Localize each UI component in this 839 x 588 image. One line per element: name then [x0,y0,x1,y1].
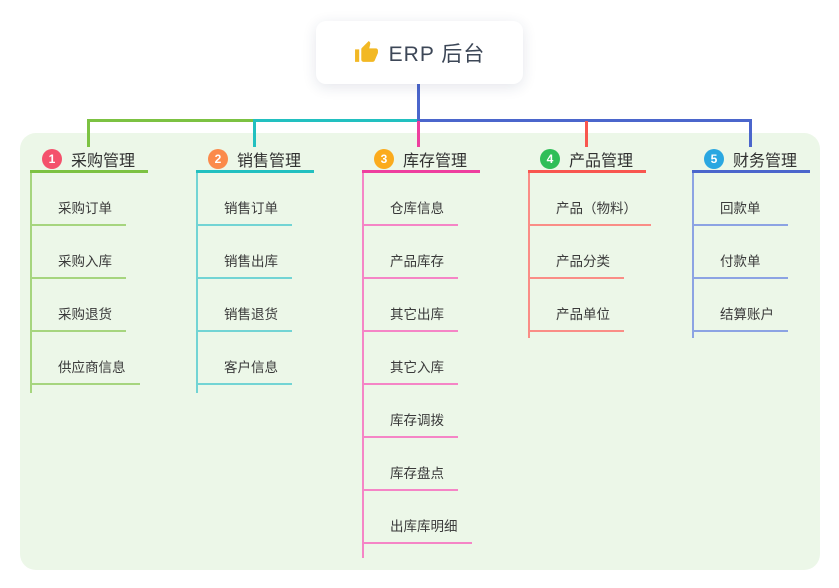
branch-inventory: 3 库存管理 仓库信息 产品库存 其它出库 其它入库 库存调拨 库存盘点 出库库… [362,147,480,558]
child-node[interactable]: 结算账户 [692,279,788,332]
child-node[interactable]: 出库库明细 [362,491,472,544]
children-connector-line [692,173,694,338]
child-node[interactable]: 供应商信息 [30,332,140,385]
branch-number-badge: 2 [208,148,228,169]
branch-drop-line [749,121,752,147]
branch-node-label: 销售管理 [237,152,302,170]
branch-drop-line [87,121,90,147]
child-node[interactable]: 销售出库 [196,226,292,279]
canvas-panel [20,133,820,570]
branch-product: 4 产品管理 产品（物料） 产品分类 产品单位 [528,147,651,338]
child-node[interactable]: 库存盘点 [362,438,458,491]
child-node[interactable]: 回款单 [692,173,788,226]
branch-node[interactable]: 1 采购管理 [30,147,148,173]
branch-drop-line [417,121,420,147]
branch-node[interactable]: 3 库存管理 [362,147,480,173]
child-node[interactable]: 其它出库 [362,279,458,332]
branch-node[interactable]: 2 销售管理 [196,147,314,173]
branch-purchase: 1 采购管理 采购订单 采购入库 采购退货 供应商信息 [30,147,148,393]
child-node[interactable]: 产品（物料） [528,173,651,226]
branch-number-badge: 5 [704,148,724,169]
children-connector-line [30,173,32,393]
children-connector-line [362,173,364,558]
root-connector-line [417,84,420,120]
branch-sales: 2 销售管理 销售订单 销售出库 销售退货 客户信息 [196,147,314,393]
child-node[interactable]: 采购订单 [30,173,126,226]
children-connector-line [528,173,530,338]
child-node[interactable]: 付款单 [692,226,788,279]
root-node[interactable]: ERP 后台 [316,21,523,84]
branch-node[interactable]: 5 财务管理 [692,147,810,173]
branch-node[interactable]: 4 产品管理 [528,147,646,173]
branch-node-label: 采购管理 [71,152,136,170]
branch-drop-line [253,121,256,147]
child-node[interactable]: 产品库存 [362,226,458,279]
connector-bar-segment [417,119,752,122]
branch-number-badge: 3 [374,148,394,169]
thumbs-up-icon [354,40,379,65]
child-node[interactable]: 库存调拨 [362,385,458,438]
branch-node-label: 产品管理 [569,152,634,170]
child-node[interactable]: 客户信息 [196,332,292,385]
root-node-label: ERP 后台 [388,42,486,66]
branch-node-label: 库存管理 [403,152,468,170]
child-node[interactable]: 采购退货 [30,279,126,332]
branch-finance: 5 财务管理 回款单 付款单 结算账户 [692,147,810,338]
connector-bar-segment [253,119,417,122]
child-node[interactable]: 其它入库 [362,332,458,385]
connector-bar-segment [87,119,254,122]
branch-drop-line [585,121,588,147]
child-node[interactable]: 销售订单 [196,173,292,226]
child-node[interactable]: 产品单位 [528,279,624,332]
branch-number-badge: 4 [540,148,560,169]
child-node[interactable]: 产品分类 [528,226,624,279]
children-connector-line [196,173,198,393]
child-node[interactable]: 采购入库 [30,226,126,279]
child-node[interactable]: 销售退货 [196,279,292,332]
child-node[interactable]: 仓库信息 [362,173,458,226]
branch-node-label: 财务管理 [733,152,798,170]
branch-number-badge: 1 [42,148,62,169]
